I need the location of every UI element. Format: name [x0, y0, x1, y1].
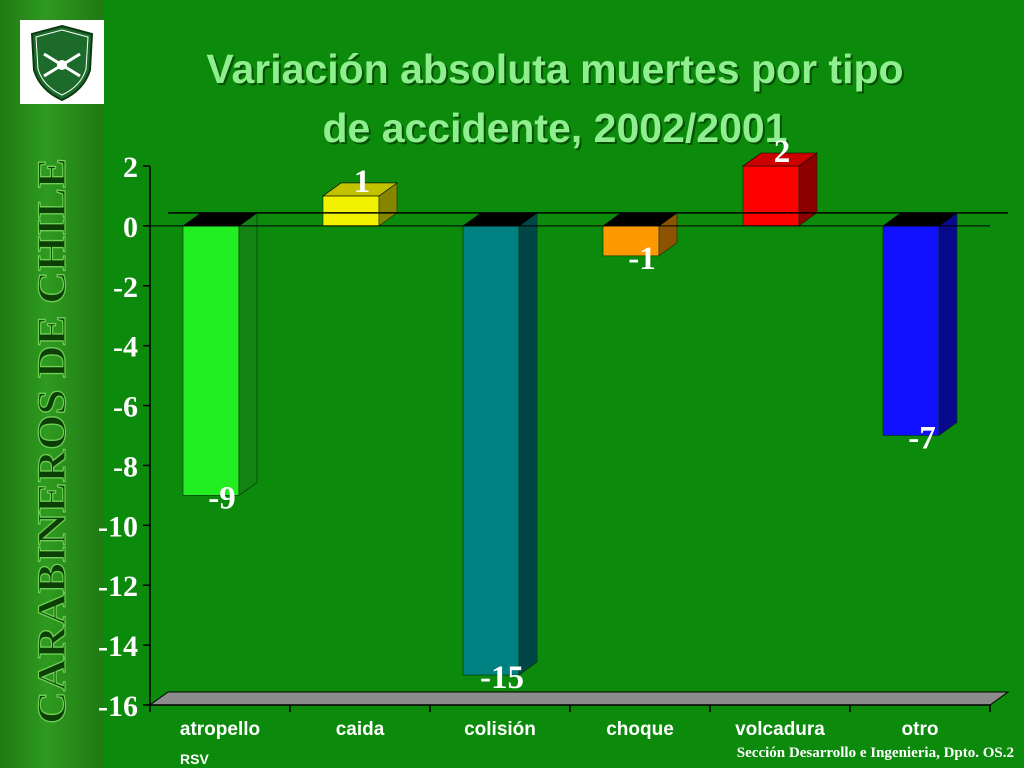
footer-right-text: Sección Desarrollo e Ingenieria, Dpto. O…	[736, 745, 1014, 761]
bar-otro	[882, 212, 958, 437]
y-tick-label: -16	[98, 690, 138, 723]
data-label-caida: 1	[354, 164, 371, 200]
x-tick-label-choque: choque	[606, 719, 674, 740]
chart-zero-line	[150, 212, 1008, 227]
bar-front	[322, 195, 380, 227]
footer-left-text: RSV	[180, 751, 209, 767]
bar-atropello	[182, 212, 258, 496]
sidebar-vertical-text: CARABINEROS DE CHILE	[31, 158, 73, 724]
data-label-otro: -7	[908, 421, 936, 457]
bar-top	[322, 182, 398, 197]
bar-colisión	[462, 212, 538, 676]
chart-axes: 2 0 -2 -4 -6 -8 -10 -12 -14 -16	[98, 151, 991, 723]
y-tick-label: 2	[123, 151, 138, 184]
bar-front	[182, 225, 240, 496]
x-tick-label-colisión: colisión	[464, 719, 536, 740]
x-tick-label-otro: otro	[902, 719, 939, 740]
chart-labels: -9 atropello 1 caida -15 colisión -1 choque 2 vol…	[180, 134, 939, 740]
carabineros-logo-icon	[20, 20, 104, 104]
y-tick-label: 0	[123, 211, 138, 244]
bar-choque	[602, 212, 678, 257]
bar-top	[742, 152, 818, 167]
sidebar-vertical-label: CARABINEROS DE CHILE	[31, 158, 73, 724]
x-tick-label-volcadura: volcadura	[735, 719, 825, 740]
y-tick-label: -6	[113, 391, 138, 424]
y-tick-label: -14	[98, 630, 138, 663]
y-tick-label: -10	[98, 510, 138, 543]
chart-floor-plane	[148, 691, 1010, 706]
bar-caida	[322, 182, 398, 227]
y-tick-label: -2	[113, 271, 138, 304]
bar-volcadura	[742, 152, 818, 227]
sidebar: CARABINEROS DE CHILE	[0, 0, 104, 768]
bar-side	[238, 212, 258, 496]
bar-front	[602, 225, 660, 257]
title-line-2: de accidente, 2002/2001	[322, 105, 788, 151]
bar-front	[742, 165, 800, 227]
data-label-volcadura: 2	[774, 134, 791, 170]
bar-front	[882, 225, 940, 436]
data-label-colisión: -15	[480, 660, 524, 696]
bar-side	[518, 212, 538, 676]
chart-floor	[148, 691, 1010, 706]
data-label-atropello: -9	[208, 480, 236, 516]
page-title: Variación absoluta muertes por tipo de a…	[110, 40, 1000, 158]
bar-side	[938, 212, 958, 437]
data-label-choque: -1	[628, 241, 656, 277]
x-tick-label-atropello: atropello	[180, 719, 260, 740]
chart-bars	[182, 152, 958, 676]
y-tick-label: -4	[113, 331, 138, 364]
bar-front	[462, 225, 520, 676]
x-tick-label-caida: caida	[336, 719, 385, 740]
y-tick-label: -12	[98, 570, 138, 603]
y-tick-label: -8	[113, 450, 138, 483]
title-line-1: Variación absoluta muertes por tipo	[206, 46, 904, 92]
